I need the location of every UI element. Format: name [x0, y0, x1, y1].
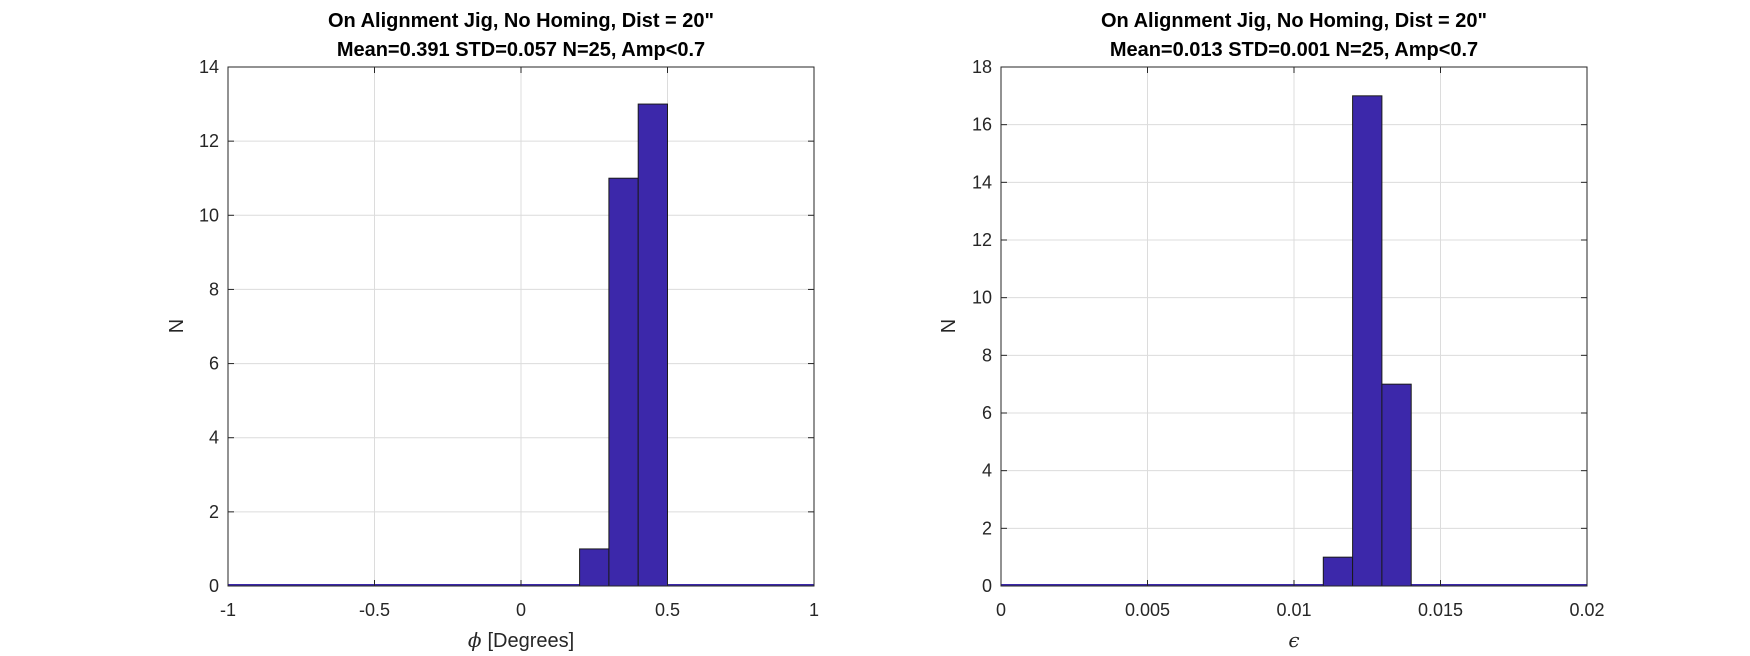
y-tick-label: 14 [972, 172, 992, 192]
y-tick-label: 6 [982, 403, 992, 423]
y-tick-label: 4 [982, 461, 992, 481]
y-tick-label: 18 [972, 57, 992, 77]
y-tick-label: 12 [972, 230, 992, 250]
chart-title: On Alignment Jig, No Homing, Dist = 20" [328, 10, 714, 32]
histogram-bar [1352, 95, 1383, 587]
y-axis-label: N [938, 319, 960, 333]
histogram-bar [1322, 556, 1354, 587]
y-tick-label: 6 [209, 354, 219, 374]
x-tick-label: 0.015 [1418, 600, 1463, 620]
y-axis-label: N [166, 319, 188, 333]
histogram-phi: On Alignment Jig, No Homing, Dist = 20" … [166, 10, 819, 652]
x-axis-unit: [Degrees] [487, 630, 574, 652]
grid [1000, 66, 1588, 587]
y-tick-label: 14 [199, 57, 219, 77]
x-tick-label: 0.5 [655, 600, 680, 620]
x-tick-label: 1 [809, 600, 819, 620]
x-tick-label: 0.005 [1125, 600, 1170, 620]
histogram-bar [579, 548, 610, 587]
x-axis-label: ϵ [1288, 628, 1299, 652]
y-tick-label: 2 [209, 502, 219, 522]
x-axis-label: ϕ [Degrees] [468, 628, 574, 652]
y-tick-label: 0 [982, 576, 992, 596]
y-tick-label: 0 [209, 576, 219, 596]
x-tick-label: -1 [220, 600, 236, 620]
y-tick-label: 4 [209, 428, 219, 448]
chart-subtitle: Mean=0.391 STD=0.057 N=25, Amp<0.7 [337, 39, 705, 61]
x-tick-label: 0.02 [1569, 600, 1604, 620]
y-tick-label: 12 [199, 131, 219, 151]
chart-subtitle: Mean=0.013 STD=0.001 N=25, Amp<0.7 [1110, 39, 1478, 61]
chart-title: On Alignment Jig, No Homing, Dist = 20" [1101, 10, 1487, 32]
y-tick-label: 8 [209, 279, 219, 299]
bars [1001, 95, 1587, 587]
y-tick-label: 8 [982, 345, 992, 365]
x-tick-label: 0 [516, 600, 526, 620]
histogram-bar [637, 103, 669, 587]
y-tick-label: 16 [972, 115, 992, 135]
x-tick-label: -0.5 [359, 600, 390, 620]
x-tick-label: 0 [996, 600, 1006, 620]
grid [227, 66, 815, 587]
histogram-bar [1381, 383, 1412, 587]
x-tick-label: 0.01 [1276, 600, 1311, 620]
y-tick-label: 10 [972, 288, 992, 308]
x-axis-symbol: ϕ [468, 628, 482, 652]
x-axis-symbol: ϵ [1288, 628, 1299, 652]
ticks: 0 0.005 0.01 0.015 0.02 0 2 4 6 8 10 12 14 16 18 [972, 57, 1605, 620]
y-tick-label: 10 [199, 205, 219, 225]
histogram-epsilon: On Alignment Jig, No Homing, Dist = 20" … [938, 10, 1605, 652]
histogram-bar [608, 177, 639, 587]
y-tick-label: 2 [982, 518, 992, 538]
